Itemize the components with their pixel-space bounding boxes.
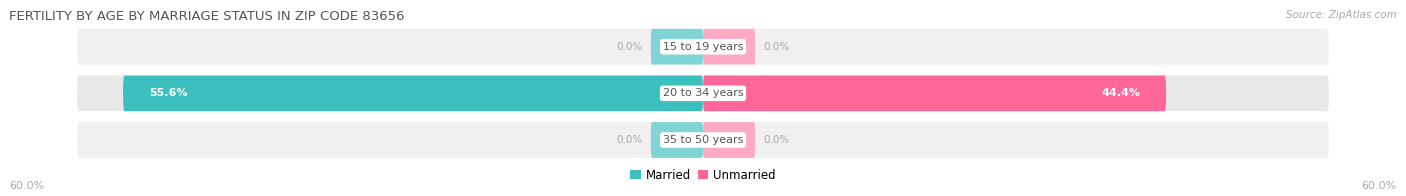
Text: 60.0%: 60.0% bbox=[10, 181, 45, 191]
Text: 0.0%: 0.0% bbox=[616, 135, 643, 145]
FancyBboxPatch shape bbox=[124, 75, 703, 111]
Text: 0.0%: 0.0% bbox=[616, 42, 643, 52]
Text: 20 to 34 years: 20 to 34 years bbox=[662, 88, 744, 98]
FancyBboxPatch shape bbox=[77, 75, 1329, 111]
FancyBboxPatch shape bbox=[651, 122, 703, 158]
Text: Source: ZipAtlas.com: Source: ZipAtlas.com bbox=[1286, 10, 1396, 20]
Legend: Married, Unmarried: Married, Unmarried bbox=[626, 164, 780, 187]
Text: 44.4%: 44.4% bbox=[1101, 88, 1140, 98]
FancyBboxPatch shape bbox=[77, 122, 1329, 158]
FancyBboxPatch shape bbox=[703, 122, 755, 158]
Text: 35 to 50 years: 35 to 50 years bbox=[662, 135, 744, 145]
Text: 0.0%: 0.0% bbox=[763, 42, 790, 52]
FancyBboxPatch shape bbox=[703, 75, 1166, 111]
Text: 15 to 19 years: 15 to 19 years bbox=[662, 42, 744, 52]
FancyBboxPatch shape bbox=[651, 29, 703, 64]
Text: 0.0%: 0.0% bbox=[763, 135, 790, 145]
Text: 60.0%: 60.0% bbox=[1361, 181, 1396, 191]
FancyBboxPatch shape bbox=[703, 29, 755, 64]
FancyBboxPatch shape bbox=[77, 29, 1329, 64]
Text: FERTILITY BY AGE BY MARRIAGE STATUS IN ZIP CODE 83656: FERTILITY BY AGE BY MARRIAGE STATUS IN Z… bbox=[10, 10, 405, 23]
Text: 55.6%: 55.6% bbox=[149, 88, 187, 98]
